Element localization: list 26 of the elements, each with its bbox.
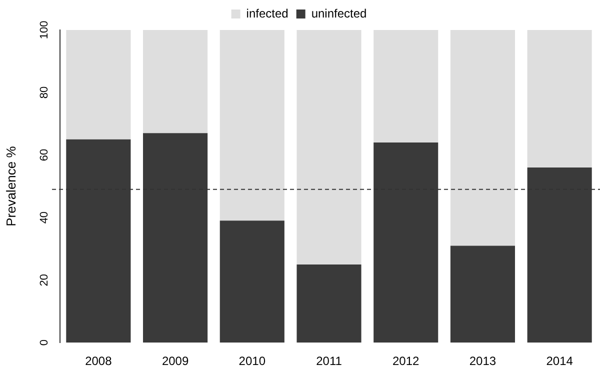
bar [220, 30, 284, 221]
y-tick-label: 0 [38, 340, 51, 346]
x-tick-label: 2013 [469, 354, 496, 368]
legend-label: infected [246, 6, 288, 20]
bar [66, 30, 131, 140]
bar [296, 30, 362, 264]
bar [296, 264, 362, 343]
x-tick-label: 2009 [162, 354, 189, 368]
y-tick-label: 40 [38, 211, 51, 224]
y-tick-label: 60 [38, 148, 51, 162]
x-tick-label: 2011 [316, 354, 342, 368]
y-tick-label: 80 [38, 86, 51, 99]
bar [374, 30, 438, 143]
bar [143, 30, 208, 134]
x-tick-label: 2014 [546, 354, 574, 368]
legend-label: uninfected [311, 6, 367, 20]
bar [450, 30, 515, 246]
x-tick-label: 2008 [85, 354, 112, 368]
bar [220, 220, 284, 343]
y-tick-label: 100 [38, 20, 51, 40]
y-tick-label: 20 [38, 274, 51, 286]
x-tick-label: 2010 [238, 354, 266, 368]
x-tick-label: 2012 [392, 354, 420, 368]
bar [527, 30, 592, 168]
y-axis-title: Prevalence % [3, 146, 18, 226]
bar [450, 246, 515, 343]
